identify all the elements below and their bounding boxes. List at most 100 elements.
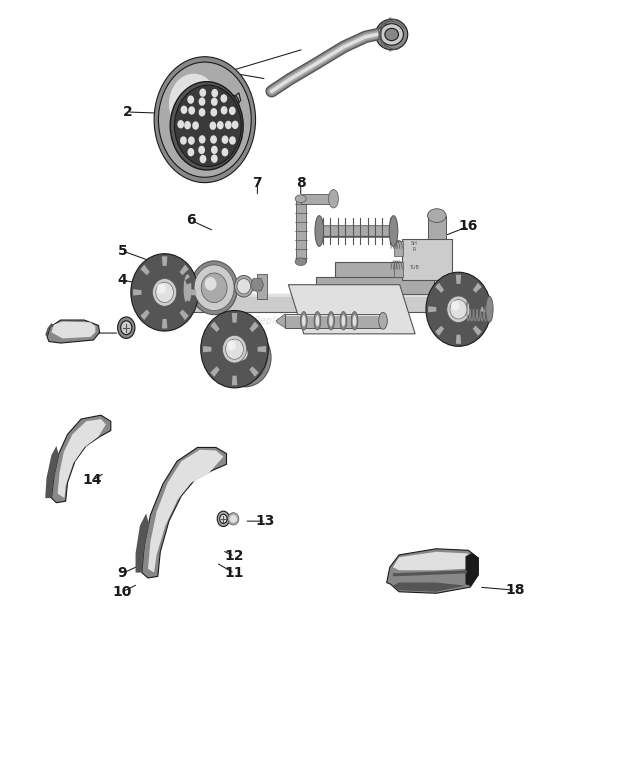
Polygon shape: [249, 321, 259, 332]
Polygon shape: [402, 238, 452, 280]
Text: 15: 15: [358, 315, 378, 328]
Polygon shape: [387, 549, 478, 594]
Polygon shape: [445, 276, 452, 287]
Circle shape: [229, 107, 236, 115]
Circle shape: [198, 98, 205, 106]
Circle shape: [210, 122, 216, 130]
Ellipse shape: [225, 95, 239, 109]
Polygon shape: [249, 366, 259, 377]
Circle shape: [211, 89, 218, 98]
Ellipse shape: [426, 272, 491, 346]
Polygon shape: [203, 346, 211, 352]
Ellipse shape: [295, 258, 306, 265]
Text: 17: 17: [459, 317, 478, 331]
Text: 18: 18: [506, 583, 525, 598]
Ellipse shape: [314, 311, 321, 330]
Ellipse shape: [226, 339, 244, 359]
Circle shape: [198, 108, 205, 117]
Circle shape: [219, 514, 227, 524]
Ellipse shape: [329, 315, 333, 327]
Circle shape: [200, 155, 206, 163]
Polygon shape: [478, 317, 487, 325]
Polygon shape: [150, 258, 157, 269]
Polygon shape: [223, 93, 241, 112]
Ellipse shape: [174, 85, 241, 167]
Circle shape: [217, 511, 229, 527]
Polygon shape: [255, 332, 265, 341]
Polygon shape: [205, 332, 214, 341]
Ellipse shape: [219, 328, 271, 387]
Polygon shape: [257, 346, 266, 352]
Ellipse shape: [301, 311, 308, 330]
Polygon shape: [428, 306, 436, 312]
Circle shape: [180, 105, 187, 114]
Circle shape: [210, 108, 217, 117]
Circle shape: [192, 122, 199, 130]
Polygon shape: [435, 325, 444, 336]
Text: 4: 4: [118, 273, 128, 287]
Text: 13: 13: [256, 514, 275, 528]
Text: 6: 6: [186, 213, 195, 227]
Text: 12: 12: [225, 549, 244, 564]
Ellipse shape: [385, 28, 399, 41]
Ellipse shape: [234, 346, 247, 361]
Polygon shape: [473, 325, 482, 336]
Circle shape: [199, 135, 206, 144]
Circle shape: [200, 88, 206, 97]
Circle shape: [210, 135, 217, 144]
Polygon shape: [162, 319, 167, 328]
Ellipse shape: [237, 278, 250, 294]
Circle shape: [211, 98, 218, 106]
Circle shape: [188, 106, 195, 115]
Polygon shape: [51, 415, 111, 503]
Circle shape: [211, 155, 218, 163]
Polygon shape: [473, 283, 482, 293]
Polygon shape: [45, 446, 59, 498]
Polygon shape: [172, 258, 179, 269]
Polygon shape: [135, 301, 144, 309]
Text: 14: 14: [82, 474, 102, 488]
Polygon shape: [51, 321, 95, 338]
Polygon shape: [255, 357, 265, 366]
Text: SH
R: SH R: [410, 241, 417, 251]
Ellipse shape: [170, 82, 243, 170]
Circle shape: [180, 87, 202, 115]
Ellipse shape: [376, 19, 408, 50]
Ellipse shape: [295, 195, 306, 202]
Ellipse shape: [183, 274, 192, 305]
Circle shape: [187, 148, 194, 156]
Polygon shape: [141, 265, 150, 275]
Text: 5: 5: [118, 244, 128, 258]
Polygon shape: [172, 316, 179, 327]
Circle shape: [221, 135, 228, 144]
Circle shape: [225, 121, 232, 129]
Circle shape: [121, 321, 132, 335]
Polygon shape: [210, 366, 219, 377]
Ellipse shape: [231, 341, 259, 374]
Text: 8: 8: [296, 176, 306, 191]
Circle shape: [159, 62, 251, 177]
Circle shape: [187, 95, 194, 104]
Polygon shape: [276, 314, 285, 328]
Polygon shape: [140, 294, 474, 297]
Polygon shape: [480, 306, 489, 312]
Polygon shape: [187, 273, 216, 304]
Ellipse shape: [340, 311, 347, 330]
Circle shape: [118, 317, 135, 338]
Ellipse shape: [342, 315, 345, 327]
Ellipse shape: [380, 24, 404, 45]
Ellipse shape: [228, 513, 239, 525]
Text: 1: 1: [221, 65, 231, 79]
Polygon shape: [393, 571, 467, 577]
Polygon shape: [142, 448, 226, 578]
Circle shape: [154, 57, 255, 182]
Polygon shape: [188, 289, 196, 295]
Polygon shape: [394, 241, 403, 256]
Polygon shape: [296, 200, 306, 261]
Ellipse shape: [353, 315, 356, 327]
Ellipse shape: [211, 273, 220, 302]
Ellipse shape: [327, 311, 334, 330]
Polygon shape: [456, 275, 461, 284]
Polygon shape: [285, 314, 383, 328]
Polygon shape: [430, 293, 439, 301]
